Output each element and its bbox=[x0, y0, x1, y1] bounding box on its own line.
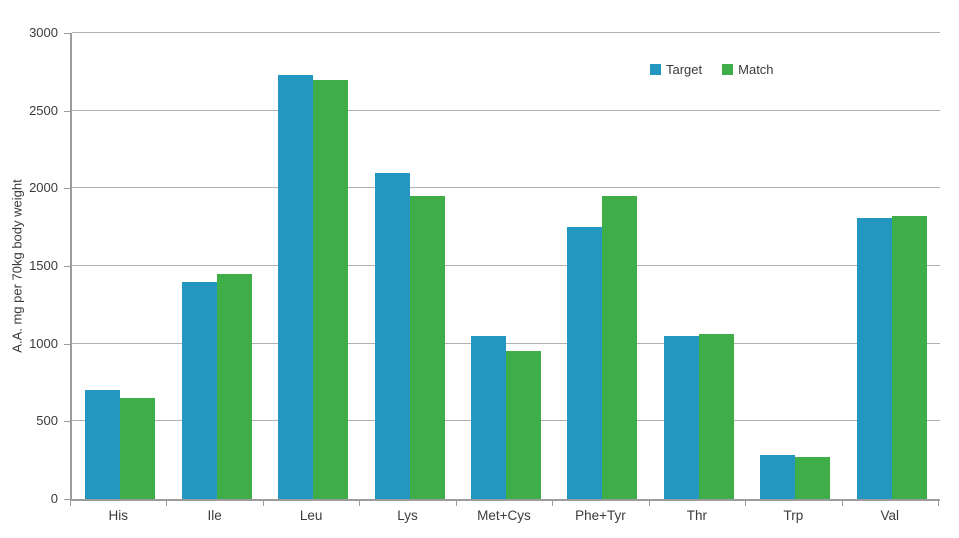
gridline bbox=[72, 32, 940, 33]
bar-target-trp bbox=[760, 454, 796, 499]
bar-match-phe-tyr bbox=[602, 196, 638, 499]
x-tick-mark bbox=[938, 501, 939, 506]
bar-group-leu bbox=[265, 33, 361, 499]
bar-group-trp bbox=[747, 33, 843, 499]
x-tick-mark bbox=[455, 501, 457, 506]
bar-match-trp bbox=[795, 457, 831, 499]
gridline bbox=[72, 265, 940, 266]
legend-label: Target bbox=[666, 62, 703, 77]
bar-target-ile bbox=[181, 281, 217, 499]
legend-item-target: Target bbox=[650, 62, 702, 77]
bar-target-val bbox=[856, 217, 892, 499]
gridline bbox=[72, 109, 940, 111]
bar-match-val bbox=[891, 215, 927, 499]
bar-target-lys bbox=[374, 172, 410, 499]
y-tick-mark bbox=[64, 110, 70, 112]
bar-group-lys bbox=[361, 33, 457, 499]
bar-match-leu bbox=[313, 79, 349, 499]
y-tick-label: 0 bbox=[50, 491, 58, 506]
y-tick-label: 3000 bbox=[29, 25, 58, 40]
bar-group-val bbox=[844, 33, 940, 499]
x-tick-mark bbox=[359, 501, 361, 506]
x-tick-mark bbox=[745, 501, 747, 506]
bar-group-ile bbox=[168, 33, 264, 499]
plot-area bbox=[70, 32, 940, 501]
x-tick-mark bbox=[552, 501, 554, 506]
x-category-label: Phe+Tyr bbox=[575, 508, 626, 523]
gridline bbox=[72, 342, 940, 344]
y-tick-mark bbox=[64, 188, 70, 190]
x-category-label: Ile bbox=[207, 508, 222, 523]
x-tick-mark bbox=[841, 501, 843, 506]
x-category-label: Thr bbox=[686, 508, 707, 523]
legend: Target Match bbox=[650, 62, 774, 77]
bar-group-met-cys bbox=[458, 33, 554, 499]
x-category-label: Lys bbox=[397, 508, 418, 523]
x-tick-mark bbox=[166, 501, 168, 506]
gridline bbox=[72, 187, 940, 189]
legend-swatch-icon bbox=[722, 64, 734, 75]
x-category-label: Leu bbox=[299, 508, 323, 523]
y-tick-label: 2000 bbox=[29, 180, 58, 196]
legend-label: Match bbox=[738, 62, 774, 77]
bar-match-thr bbox=[698, 334, 734, 499]
bar-match-lys bbox=[409, 196, 445, 499]
bar-group-phe-tyr bbox=[554, 33, 650, 499]
bar-target-his bbox=[85, 390, 121, 499]
y-tick-mark bbox=[64, 33, 70, 34]
x-category-label: His bbox=[108, 508, 128, 523]
bar-group-thr bbox=[651, 33, 747, 499]
x-category-label: Met+Cys bbox=[477, 508, 531, 523]
bar-target-thr bbox=[663, 335, 699, 499]
y-tick-mark bbox=[64, 499, 70, 500]
y-tick-mark bbox=[64, 421, 70, 423]
y-tick-mark bbox=[64, 343, 70, 345]
bar-target-met-cys bbox=[470, 335, 506, 499]
y-tick-label: 2500 bbox=[29, 102, 58, 118]
x-tick-mark bbox=[262, 501, 264, 506]
x-tick-mark bbox=[648, 501, 650, 506]
y-tick-label: 1500 bbox=[29, 258, 58, 273]
y-tick-mark bbox=[64, 266, 70, 267]
x-category-label: Trp bbox=[783, 508, 804, 523]
bar-target-phe-tyr bbox=[567, 227, 603, 499]
y-tick-label: 500 bbox=[36, 413, 58, 429]
legend-swatch-icon bbox=[650, 64, 661, 75]
x-category-label: Val bbox=[880, 508, 900, 523]
bar-match-ile bbox=[216, 273, 252, 499]
bar-match-met-cys bbox=[505, 351, 541, 499]
bar-match-his bbox=[120, 398, 156, 499]
bar-target-leu bbox=[278, 74, 314, 499]
x-tick-mark bbox=[70, 501, 71, 506]
y-tick-label: 1000 bbox=[29, 335, 58, 351]
bar-group-his bbox=[72, 33, 168, 499]
legend-item-match: Match bbox=[722, 62, 774, 77]
